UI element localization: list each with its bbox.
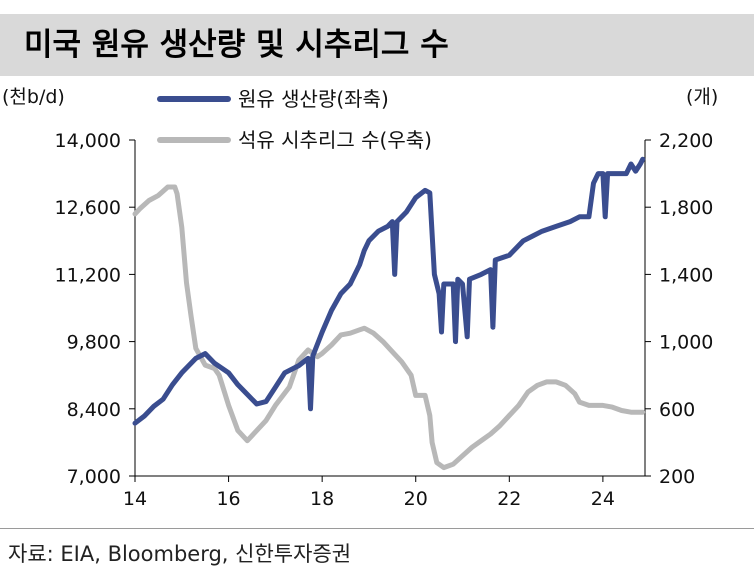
x-tick-label: 24 [591, 488, 615, 510]
x-tick-label: 16 [216, 488, 240, 510]
y-right-tick-label: 1,000 [659, 332, 713, 354]
y-right-tick-label: 1,400 [659, 264, 713, 286]
y-right-tick-label: 600 [659, 399, 695, 421]
x-tick-label: 18 [310, 488, 334, 510]
legend-label-rig-count: 석유 시추리그 수(우축) [238, 128, 432, 152]
y-left-tick-label: 14,000 [55, 130, 121, 152]
right-axis-unit: (개) [686, 86, 718, 108]
source-divider [0, 528, 754, 529]
chart-title: 미국 원유 생산량 및 시추리그 수 [24, 27, 449, 63]
x-tick-label: 20 [404, 488, 428, 510]
title-bar: 미국 원유 생산량 및 시추리그 수 [0, 14, 754, 76]
axes: 7,000 8,400 9,800 11,200 12,600 14,000 200 600 1… [55, 130, 714, 510]
y-left-tick-label: 7,000 [67, 466, 121, 488]
y-left-tick-label: 8,400 [67, 399, 121, 421]
y-right-tick-label: 200 [659, 466, 695, 488]
x-tick-label: 22 [497, 488, 521, 510]
y-right-tick-label: 1,800 [659, 197, 713, 219]
y-left-tick-label: 11,200 [55, 264, 121, 286]
x-tick-label: 14 [123, 488, 147, 510]
production-line [132, 156, 646, 426]
y-left-tick-label: 12,600 [55, 197, 121, 219]
rig-count-line [132, 184, 646, 471]
y-left-tick-label: 9,800 [67, 332, 121, 354]
legend: 원유 생산량(좌축) 석유 시추리그 수(우축) [157, 87, 432, 152]
left-axis-unit: (천b/d) [2, 86, 65, 108]
y-right-tick-label: 2,200 [659, 130, 713, 152]
legend-label-production: 원유 생산량(좌축) [238, 87, 389, 111]
series-layer [132, 156, 646, 471]
source-note: 자료: EIA, Bloomberg, 신한투자증권 [8, 542, 352, 566]
